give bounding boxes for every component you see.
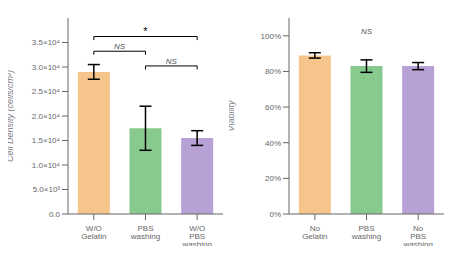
svg-text:3.5×10⁴: 3.5×10⁴ xyxy=(32,38,61,47)
svg-text:1.5×10⁴: 1.5×10⁴ xyxy=(32,136,61,145)
svg-text:NS: NS xyxy=(114,42,126,51)
svg-text:1.0×10⁴: 1.0×10⁴ xyxy=(32,161,61,170)
svg-text:NoPBSwashing: NoPBSwashing xyxy=(402,224,432,246)
svg-text:NoGelatin: NoGelatin xyxy=(302,224,327,241)
svg-text:PBSwashing: PBSwashing xyxy=(130,224,160,241)
svg-text:100%: 100% xyxy=(261,32,281,41)
svg-text:W/OGelatin: W/OGelatin xyxy=(81,224,106,241)
svg-text:Cell Density (cells/cm²): Cell Density (cells/cm²) xyxy=(8,70,15,162)
svg-text:0%: 0% xyxy=(269,210,281,219)
svg-text:3.0×10⁴: 3.0×10⁴ xyxy=(32,63,61,72)
svg-text:0.0: 0.0 xyxy=(49,210,61,219)
svg-text:40%: 40% xyxy=(265,139,281,148)
svg-text:Viability: Viability xyxy=(229,100,236,131)
svg-text:NS: NS xyxy=(166,57,178,66)
svg-text:W/OPBSwashing: W/OPBSwashing xyxy=(181,224,211,246)
svg-text:2.5×10⁴: 2.5×10⁴ xyxy=(32,87,61,96)
svg-text:PBSwashing: PBSwashing xyxy=(351,224,381,241)
svg-text:5.0×10³: 5.0×10³ xyxy=(33,185,61,194)
svg-text:2.0×10⁴: 2.0×10⁴ xyxy=(32,112,61,121)
svg-text:*: * xyxy=(143,25,148,37)
svg-text:60%: 60% xyxy=(265,103,281,112)
svg-text:NS: NS xyxy=(361,27,373,36)
svg-text:20%: 20% xyxy=(265,174,281,183)
svg-text:80%: 80% xyxy=(265,67,281,76)
